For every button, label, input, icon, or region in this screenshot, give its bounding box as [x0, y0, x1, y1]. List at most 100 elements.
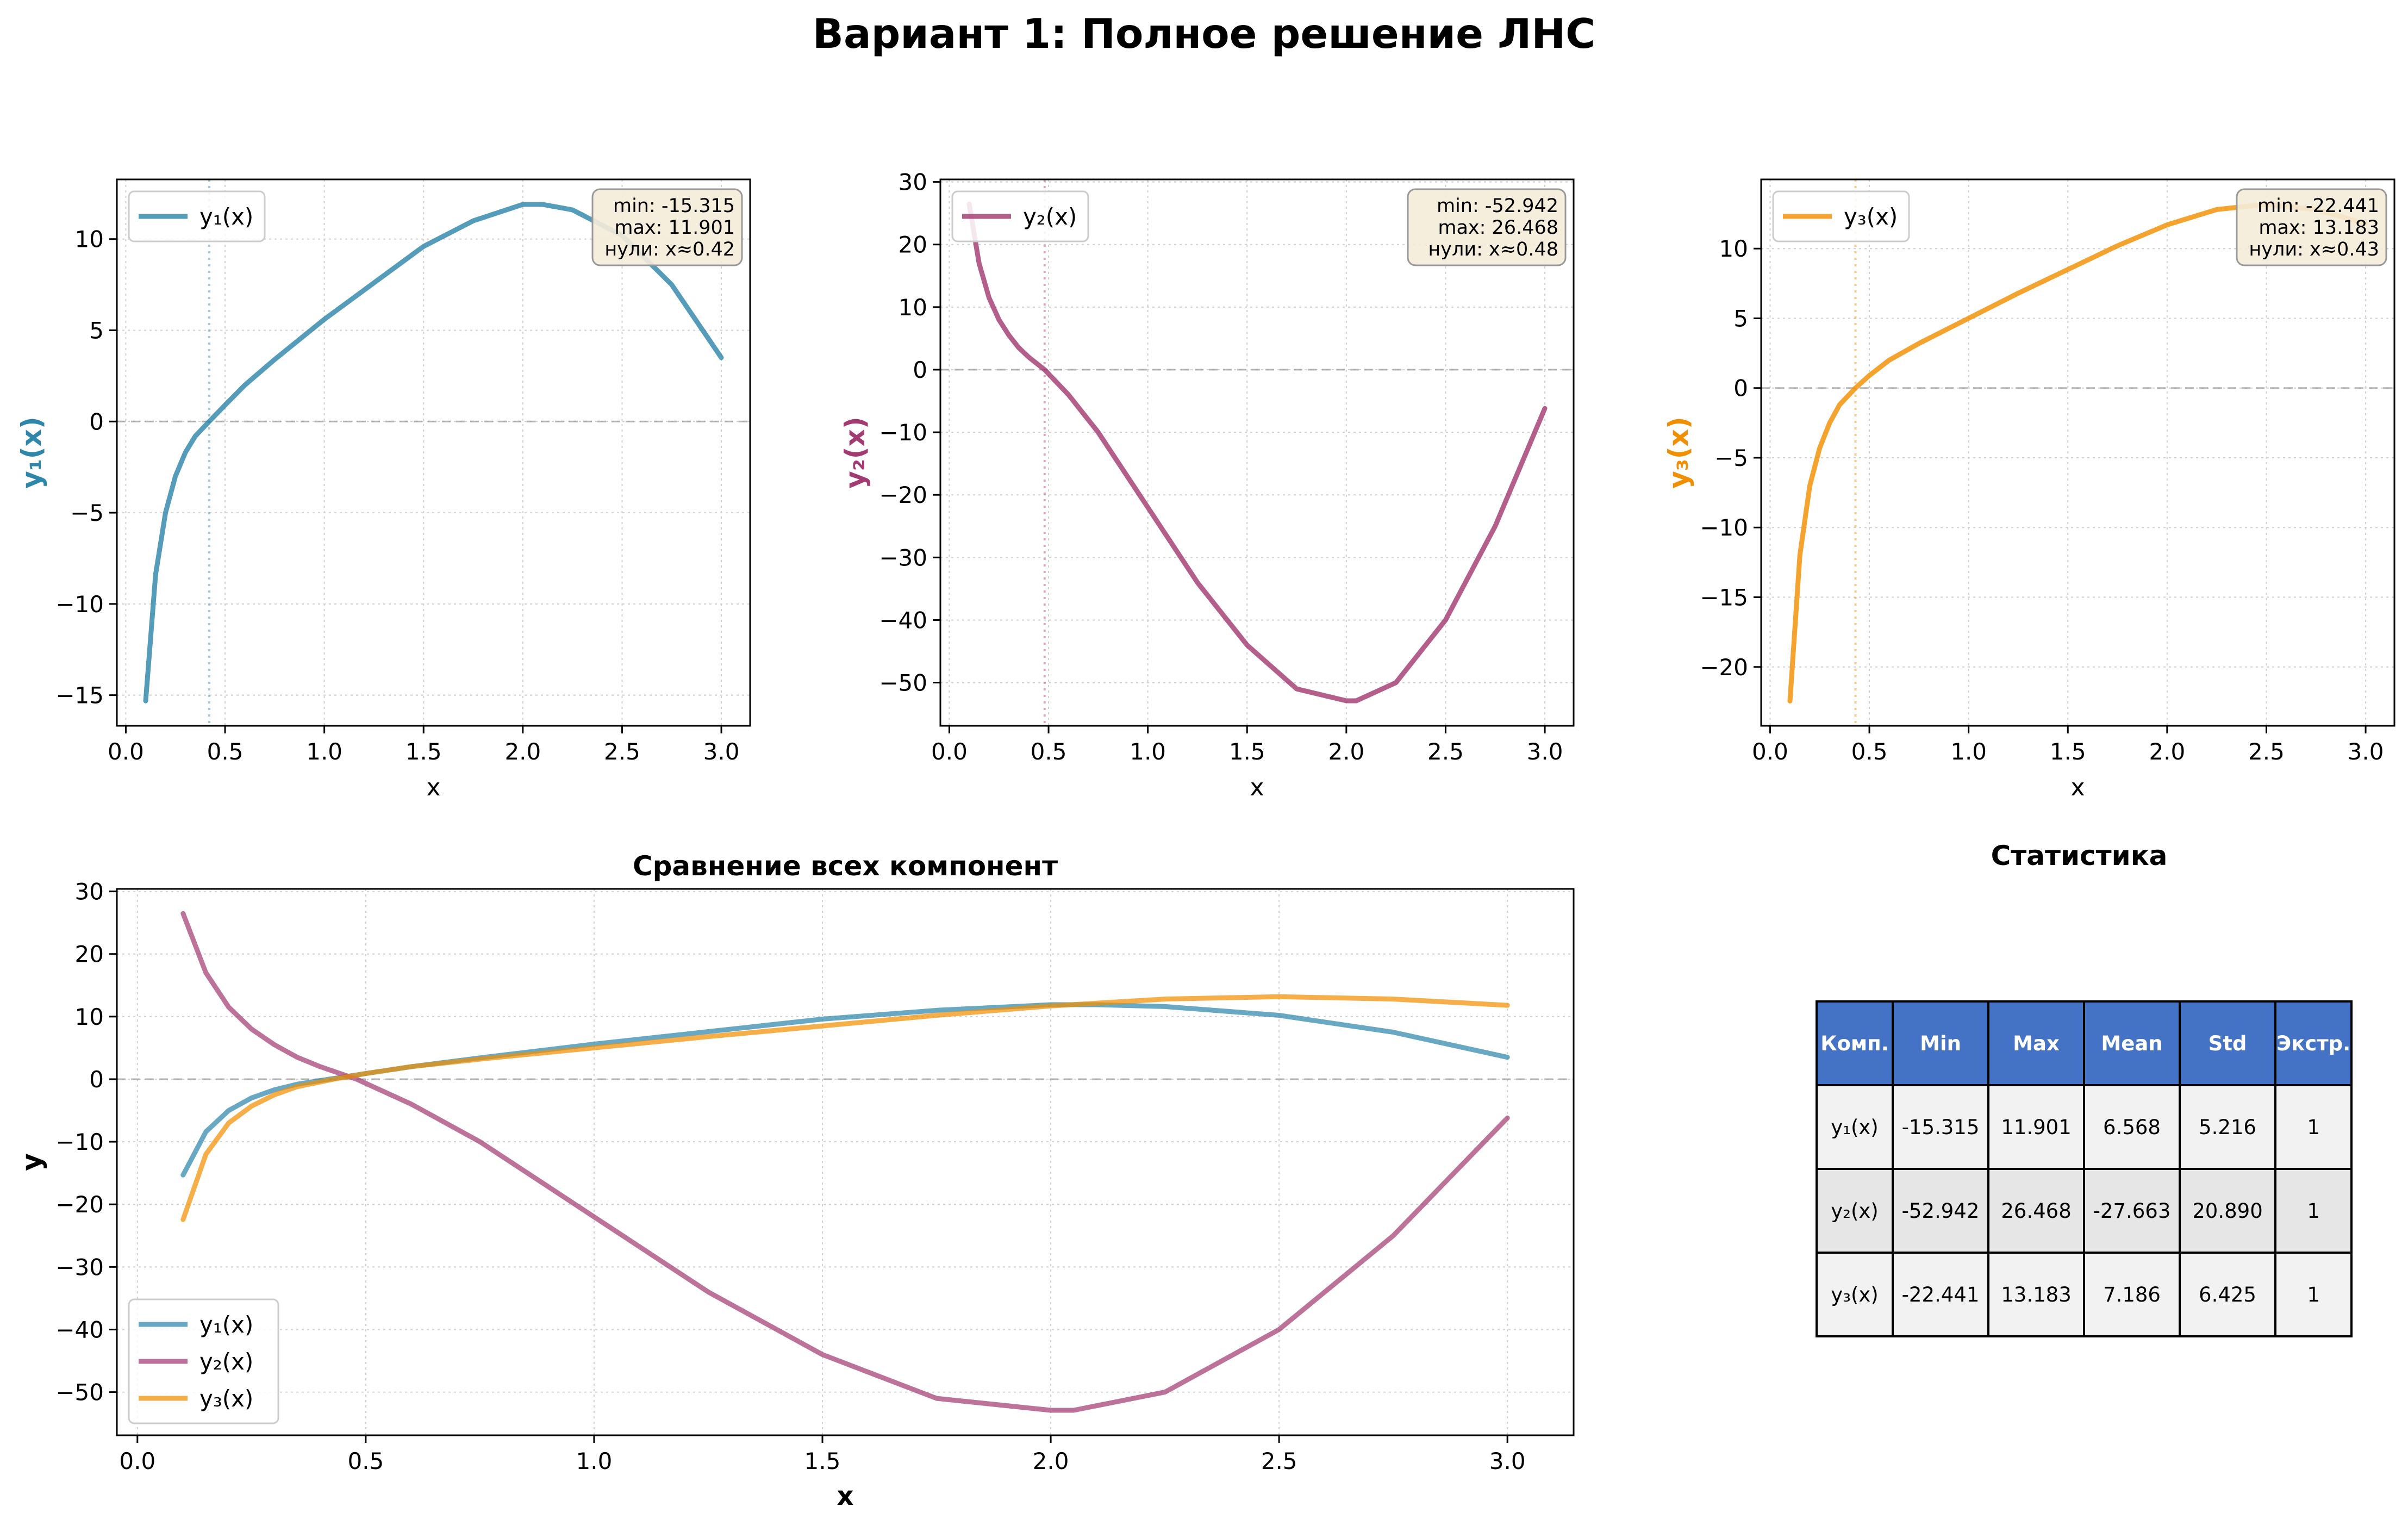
annotation-text: нули: x≈0.43	[2249, 239, 2379, 260]
stats-header-cell: Комп.	[1816, 1000, 1894, 1086]
chart-title: Сравнение всех компонент	[633, 850, 1058, 882]
annotation-text: max: 26.468	[1438, 217, 1558, 239]
x-tick-label: 2.5	[604, 738, 640, 765]
y-tick-label: −5	[70, 500, 104, 526]
y-tick-label: −10	[55, 1129, 104, 1155]
stats-header-cell: Экстр.	[2274, 1000, 2353, 1086]
x-tick-label: 1.5	[406, 738, 442, 765]
stats-header-cell: Min	[1892, 1000, 1989, 1086]
y-tick-label: 30	[899, 169, 927, 196]
y-tick-label: −15	[55, 682, 104, 709]
x-tick-label: 3.0	[1527, 738, 1563, 765]
table-cell: 13.183	[1987, 1252, 2085, 1337]
y-tick-label: −40	[879, 607, 927, 633]
plot-frame	[939, 178, 1575, 727]
y-tick-label: 10	[75, 226, 104, 253]
x-tick-label: 1.5	[2050, 738, 2086, 765]
annotation-box	[591, 188, 743, 266]
x-tick-label: 0.5	[1851, 738, 1888, 765]
legend-box	[1772, 190, 1910, 242]
legend-label: y₃(x)	[199, 1385, 253, 1412]
x-tick-label: 2.5	[1261, 1448, 1297, 1474]
plot-frame	[116, 888, 1575, 1436]
table-row: y₂(x) -52.942 26.468 -27.663 20.890 1	[1816, 1168, 2353, 1254]
legend: y₁(x)	[128, 190, 266, 242]
annotation-box	[2236, 188, 2387, 266]
y-tick-label: 20	[899, 232, 927, 258]
y-tick-label: −10	[55, 591, 104, 618]
legend-box	[128, 1298, 279, 1424]
table-row: y₁(x) -15.315 11.901 6.568 5.216 1	[1816, 1084, 2353, 1170]
y-tick-label: 5	[1733, 305, 1748, 332]
table-cell: 6.425	[2179, 1252, 2276, 1337]
table-cell: 26.468	[1987, 1168, 2085, 1254]
series-line	[180, 911, 1510, 1413]
table-cell: -52.942	[1892, 1168, 1989, 1254]
x-tick-label: 1.5	[1229, 738, 1265, 765]
y-tick-label: −10	[1700, 514, 1748, 541]
x-tick-label: 1.5	[804, 1448, 841, 1474]
y-axis-label: y₃(x)	[1663, 416, 1694, 488]
x-tick-label: 2.5	[1427, 738, 1464, 765]
series-line	[966, 201, 1548, 704]
x-tick-label: 0.0	[1752, 738, 1788, 765]
legend-box	[128, 190, 266, 242]
table-cell: 11.901	[1987, 1084, 2085, 1170]
x-tick-label: 0.0	[108, 738, 144, 765]
annotation-text: max: 11.901	[614, 217, 735, 239]
y-tick-label: 10	[899, 294, 927, 321]
chart-panel: 0.0 0.5 1.0 1.5 2.0 2.5 3.0 −50 −40 −30 −20 −10 0 10 2…	[16, 850, 1575, 1511]
x-tick-label: 3.0	[703, 738, 740, 765]
x-axis-label: x	[426, 774, 440, 801]
legend: y₃(x)	[1772, 190, 1910, 242]
table-row: y₃(x) -22.441 13.183 7.186 6.425 1	[1816, 1252, 2353, 1337]
stats-table-title: Статистика	[1991, 840, 2168, 872]
series-line	[180, 1002, 1510, 1178]
y-tick-label: 0	[89, 408, 104, 435]
y-tick-label: −40	[55, 1316, 104, 1343]
series-line	[180, 994, 1510, 1222]
y-tick-label: 30	[75, 879, 104, 905]
plot-frame	[116, 178, 751, 727]
table-cell: -27.663	[2083, 1168, 2181, 1254]
x-tick-label: 0.0	[119, 1448, 155, 1474]
x-tick-label: 2.0	[1033, 1448, 1069, 1474]
annotation-text: min: -52.942	[1437, 195, 1558, 217]
x-tick-label: 2.5	[2248, 738, 2285, 765]
table-cell: y₁(x)	[1816, 1084, 1894, 1170]
series-line	[143, 202, 724, 704]
table-cell: 1	[2274, 1252, 2353, 1337]
y-tick-label: 10	[1719, 235, 1748, 262]
x-tick-label: 0.5	[347, 1448, 384, 1474]
x-tick-label: 1.0	[576, 1448, 613, 1474]
y-tick-label: −5	[1714, 445, 1748, 471]
legend-label: y₃(x)	[1844, 203, 1898, 230]
legend: y₂(x)	[951, 190, 1089, 242]
figure-title: Вариант 1: Полное решение ЛНС	[812, 10, 1596, 58]
x-axis-label: x	[1250, 774, 1264, 801]
x-tick-label: 1.0	[1950, 738, 1987, 765]
table-cell: 1	[2274, 1168, 2353, 1254]
table-cell: 5.216	[2179, 1084, 2276, 1170]
annotation-box	[1407, 188, 1567, 266]
legend-label: y₁(x)	[199, 203, 253, 230]
x-tick-label: 2.0	[1328, 738, 1364, 765]
y-tick-label: −20	[879, 482, 927, 508]
y-tick-label: −30	[879, 544, 927, 571]
y-tick-label: 0	[89, 1066, 104, 1093]
x-axis-label: x	[837, 1481, 854, 1511]
y-tick-label: −50	[55, 1379, 104, 1406]
y-tick-label: −15	[1700, 584, 1748, 611]
stats-header-cell: Max	[1987, 1000, 2085, 1086]
plot-frame	[1760, 178, 2395, 727]
chart-panel: 0.0 0.5 1.0 1.5 2.0 2.5 3.0 −50 −40 −30 −20 −10 0 10 2…	[839, 169, 1575, 801]
y-tick-label: −20	[55, 1191, 104, 1218]
y-tick-label: −50	[879, 670, 927, 696]
legend: y₁(x) y₂(x) y₃(x)	[128, 1298, 279, 1424]
x-tick-label: 0.5	[1031, 738, 1067, 765]
table-cell: -15.315	[1892, 1084, 1989, 1170]
y-tick-label: 10	[75, 1004, 104, 1030]
x-tick-label: 3.0	[2348, 738, 2384, 765]
